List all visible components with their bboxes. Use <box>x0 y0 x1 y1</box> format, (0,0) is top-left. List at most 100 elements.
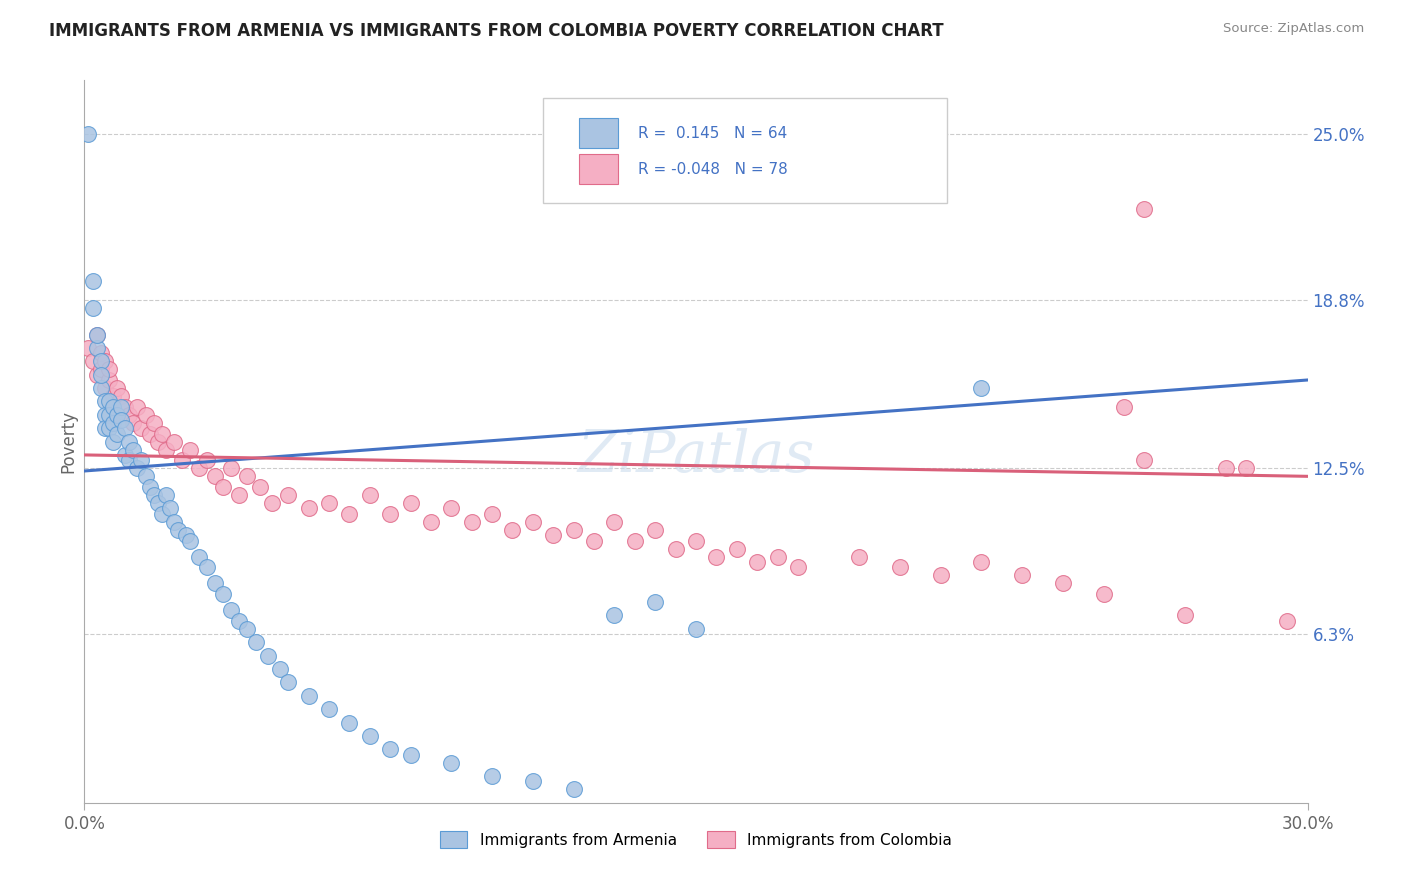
Point <box>167 523 190 537</box>
Point <box>90 381 112 395</box>
Point <box>889 560 911 574</box>
Point <box>110 400 132 414</box>
Point <box>212 587 235 601</box>
Point <box>86 327 108 342</box>
Point <box>93 408 115 422</box>
Point <box>110 389 132 403</box>
Point <box>236 622 259 636</box>
Point <box>1011 568 1033 582</box>
Point <box>187 549 209 564</box>
Point <box>339 715 361 730</box>
Point <box>90 362 112 376</box>
FancyBboxPatch shape <box>578 154 617 185</box>
Point <box>122 416 145 430</box>
Point <box>142 488 165 502</box>
FancyBboxPatch shape <box>543 98 946 203</box>
Point <box>481 769 503 783</box>
Point <box>583 533 606 548</box>
Point <box>90 354 112 368</box>
Point <box>105 408 128 422</box>
Point <box>93 394 115 409</box>
Point <box>163 434 186 449</box>
Point <box>138 480 160 494</box>
Point <box>245 635 267 649</box>
Point <box>142 416 165 430</box>
Point <box>77 127 100 141</box>
Point <box>105 408 128 422</box>
Point <box>97 373 120 387</box>
Point <box>1092 587 1115 601</box>
Point <box>1174 608 1197 623</box>
Point <box>93 354 115 368</box>
Point <box>195 453 218 467</box>
Point <box>685 533 707 548</box>
Point <box>97 408 120 422</box>
Point <box>114 421 136 435</box>
Point <box>228 488 250 502</box>
Point <box>298 501 321 516</box>
Point <box>195 560 218 574</box>
Point <box>179 442 201 457</box>
Point <box>101 389 124 403</box>
Point <box>204 469 226 483</box>
Point <box>502 523 524 537</box>
Point <box>97 362 120 376</box>
Point <box>236 469 259 483</box>
Point <box>562 782 585 797</box>
Point <box>929 568 952 582</box>
Point <box>380 742 402 756</box>
Point <box>1133 202 1156 216</box>
Point <box>440 756 463 770</box>
Point <box>101 400 124 414</box>
Point <box>138 426 160 441</box>
Point <box>318 702 340 716</box>
Point <box>685 622 707 636</box>
Point <box>339 507 361 521</box>
Legend: Immigrants from Armenia, Immigrants from Colombia: Immigrants from Armenia, Immigrants from… <box>427 819 965 860</box>
Point <box>101 434 124 449</box>
Text: R =  0.145   N = 64: R = 0.145 N = 64 <box>638 126 787 141</box>
Point <box>212 480 235 494</box>
Point <box>380 507 402 521</box>
Point <box>440 501 463 516</box>
Point <box>562 523 585 537</box>
Point <box>1277 614 1299 628</box>
Point <box>82 301 104 315</box>
Point <box>644 595 666 609</box>
Point <box>1236 461 1258 475</box>
Point <box>359 488 381 502</box>
Point <box>970 555 993 569</box>
Point <box>90 368 112 382</box>
Point <box>603 515 626 529</box>
Point <box>249 480 271 494</box>
Point <box>420 515 443 529</box>
Point <box>146 496 169 510</box>
Point <box>970 381 993 395</box>
Point <box>97 394 120 409</box>
Point <box>219 603 242 617</box>
Point <box>260 496 283 510</box>
Point <box>97 421 120 435</box>
Point <box>101 400 124 414</box>
Point <box>399 747 422 762</box>
Point <box>522 515 544 529</box>
Point <box>150 507 173 521</box>
Point <box>1114 400 1136 414</box>
Point <box>1133 453 1156 467</box>
Point <box>131 453 153 467</box>
Point <box>665 541 688 556</box>
Point <box>118 453 141 467</box>
FancyBboxPatch shape <box>578 118 617 148</box>
Point <box>82 354 104 368</box>
Point <box>747 555 769 569</box>
Point <box>127 400 149 414</box>
Point <box>105 381 128 395</box>
Point <box>150 426 173 441</box>
Point <box>86 341 108 355</box>
Point <box>522 774 544 789</box>
Point <box>318 496 340 510</box>
Point <box>77 341 100 355</box>
Point <box>277 675 299 690</box>
Point <box>93 421 115 435</box>
Point <box>269 662 291 676</box>
